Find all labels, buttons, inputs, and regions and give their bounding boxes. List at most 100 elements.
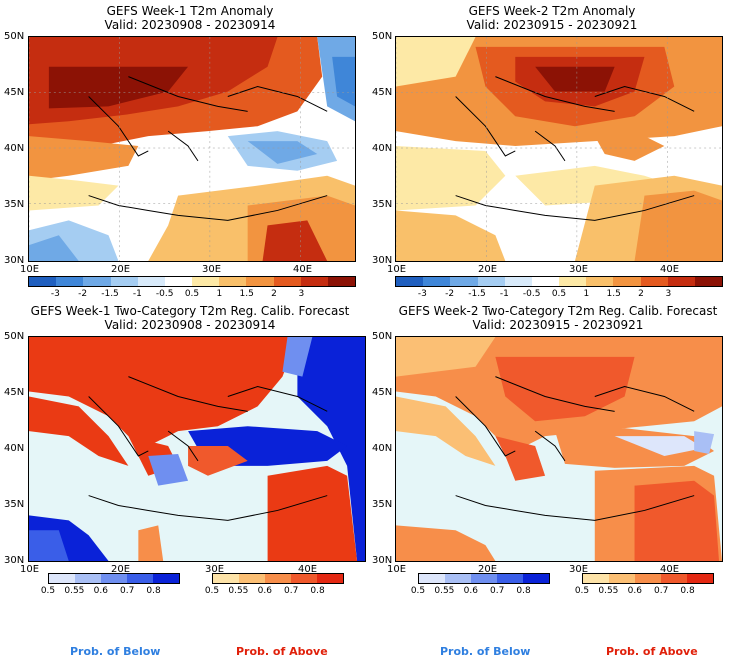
- panel4-lon-20: 20E: [478, 564, 498, 575]
- anomaly-swatch: [219, 277, 247, 286]
- panel3-lat-35: 35N: [4, 499, 25, 510]
- panel4-below-colorbar-labels: 0.5 0.55 0.6 0.7 0.8: [411, 586, 550, 598]
- anomaly-swatch: [192, 277, 220, 286]
- colorbar-tick-label: 0.8: [310, 586, 325, 596]
- panel3-lat-30: 30N: [4, 555, 25, 566]
- colorbar-tick-label: -3: [50, 289, 60, 299]
- panel1-lon-10: 10E: [20, 264, 40, 275]
- colorbar-tick-label: 1.5: [239, 289, 254, 299]
- colorbar-tick-label: 0.8: [516, 586, 531, 596]
- colorbar-tick-label: 0.6: [463, 586, 478, 596]
- panel1-lon-20: 20E: [111, 264, 131, 275]
- panel1-title-line1: GEFS Week-1 T2m Anomaly: [106, 4, 274, 18]
- above-swatch: [661, 574, 687, 583]
- colorbar-tick-label: 1: [583, 289, 590, 299]
- colorbar-tick-label: 0.7: [654, 586, 669, 596]
- panel3-above-colorbar: [212, 573, 344, 584]
- panel1-lat-40: 40N: [4, 143, 25, 154]
- colorbar-tick-label: 0.6: [627, 586, 642, 596]
- anomaly-swatch: [300, 277, 328, 286]
- below-swatch: [419, 574, 445, 583]
- below-swatch: [497, 574, 523, 583]
- below-swatch: [445, 574, 471, 583]
- anomaly-swatch: [246, 277, 274, 286]
- anomaly-swatch: [423, 277, 451, 286]
- panel3-above-colorbar-labels: 0.5 0.55 0.6 0.7 0.8: [205, 586, 344, 598]
- panel3-lon-20: 20E: [111, 564, 131, 575]
- panel2-lat-50: 50N: [372, 31, 393, 42]
- colorbar-tick-label: 0.55: [228, 586, 249, 596]
- panel1-title: GEFS Week-1 T2m Anomaly Valid: 20230908 …: [10, 4, 370, 32]
- anomaly-swatch: [83, 277, 111, 286]
- colorbar-tick-label: 0.5: [184, 289, 200, 299]
- colorbar-tick-label: 0.8: [680, 586, 695, 596]
- panel3-title-line2: Valid: 20230908 - 20230914: [104, 318, 276, 332]
- panel2-lon-30: 30E: [569, 264, 589, 275]
- colorbar-tick-label: 0.5: [551, 289, 567, 299]
- anomaly-swatch: [667, 277, 695, 286]
- below-swatch: [153, 574, 179, 583]
- left-prob-below-label: Prob. of Below: [70, 645, 161, 658]
- colorbar-tick-label: -1.5: [101, 289, 119, 299]
- colorbar-tick-label: -1.5: [468, 289, 486, 299]
- colorbar-tick-label: 2: [638, 289, 644, 299]
- colorbar-tick-label: -3: [417, 289, 427, 299]
- panel4-above-colorbar-labels: 0.5 0.55 0.6 0.7 0.8: [575, 586, 714, 598]
- panel3-title-line1: GEFS Week-1 Two-Category T2m Reg. Calib.…: [30, 304, 350, 318]
- above-swatch: [239, 574, 265, 583]
- panel4-lat-40: 40N: [372, 443, 393, 454]
- panel3-lat-45: 45N: [4, 387, 25, 398]
- below-swatch: [471, 574, 497, 583]
- above-swatch: [317, 574, 343, 583]
- panel3-lat-40: 40N: [4, 443, 25, 454]
- panel1-lat-50: 50N: [4, 31, 25, 42]
- colorbar-tick-label: 1: [216, 289, 223, 299]
- panel4-lon-40: 40E: [660, 564, 680, 575]
- panel1-anomaly-colorbar: [28, 276, 356, 287]
- colorbar-tick-label: 2: [271, 289, 277, 299]
- colorbar-tick-label: 0.5: [204, 586, 220, 596]
- colorbar-tick-label: 1.5: [606, 289, 621, 299]
- panel2-lon-10: 10E: [387, 264, 407, 275]
- panel1-lon-40: 40E: [293, 264, 313, 275]
- colorbar-tick-label: 0.7: [284, 586, 299, 596]
- colorbar-tick-label: 0.5: [410, 586, 426, 596]
- panel1-lat-35: 35N: [4, 199, 25, 210]
- above-swatch: [265, 574, 291, 583]
- panel2-lon-20: 20E: [478, 264, 498, 275]
- panel3-lon-10: 10E: [20, 564, 40, 575]
- colorbar-tick-label: -2: [445, 289, 455, 299]
- panel4-below-colorbar: [418, 573, 550, 584]
- colorbar-tick-label: 0.7: [490, 586, 505, 596]
- panel2-title-line1: GEFS Week-2 T2m Anomaly: [468, 4, 636, 18]
- anomaly-swatch: [504, 277, 532, 286]
- panel3-title: GEFS Week-1 Two-Category T2m Reg. Calib.…: [10, 304, 370, 332]
- colorbar-tick-label: 0.7: [120, 586, 135, 596]
- panel4-lat-30: 30N: [372, 555, 393, 566]
- panel4-title-line2: Valid: 20230915 - 20230921: [472, 318, 644, 332]
- colorbar-tick-label: 0.8: [146, 586, 161, 596]
- below-swatch: [523, 574, 549, 583]
- panel1-lon-30: 30E: [202, 264, 222, 275]
- panel4-lon-10: 10E: [387, 564, 407, 575]
- colorbar-tick-label: 3: [298, 289, 305, 299]
- panel3-below-colorbar-labels: 0.5 0.55 0.6 0.7 0.8: [41, 586, 180, 598]
- anomaly-swatch: [586, 277, 614, 286]
- panel3-lon-30: 30E: [205, 564, 225, 575]
- anomaly-swatch: [327, 277, 356, 286]
- colorbar-tick-label: 0.6: [93, 586, 108, 596]
- above-swatch: [609, 574, 635, 583]
- anomaly-swatch: [531, 277, 560, 286]
- colorbar-tick-label: 0.55: [434, 586, 455, 596]
- below-swatch: [127, 574, 153, 583]
- below-swatch: [101, 574, 127, 583]
- colorbar-tick-label: -0.5: [522, 289, 541, 299]
- panel4-title: GEFS Week-2 Two-Category T2m Reg. Calib.…: [378, 304, 738, 332]
- anomaly-swatch: [164, 277, 193, 286]
- panel2-title-line2: Valid: 20230915 - 20230921: [466, 18, 638, 32]
- above-swatch: [635, 574, 661, 583]
- anomaly-swatch: [694, 277, 723, 286]
- colorbar-tick-label: -2: [78, 289, 88, 299]
- panel3-lat-50: 50N: [4, 331, 25, 342]
- panel2-map: [395, 36, 723, 262]
